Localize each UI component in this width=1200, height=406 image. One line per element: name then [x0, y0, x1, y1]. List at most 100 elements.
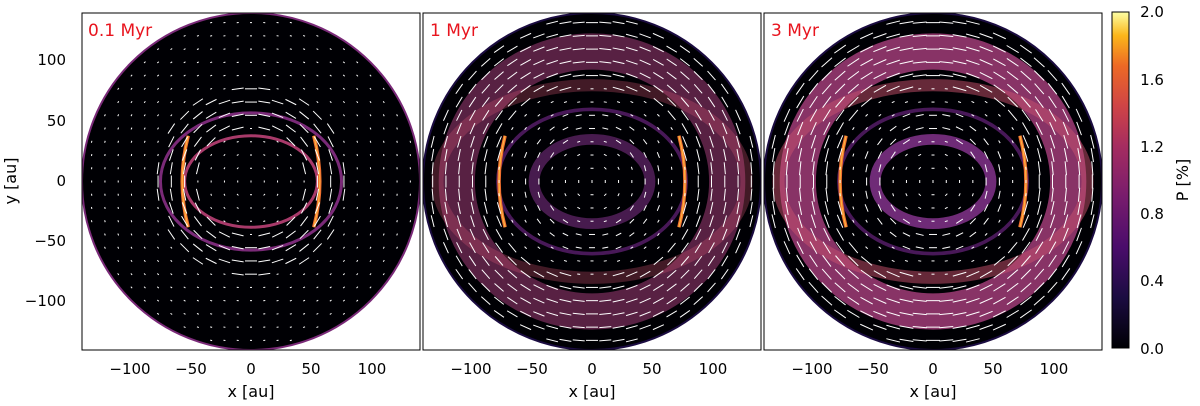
polarization-vector	[612, 73, 625, 78]
polarization-vector	[809, 95, 818, 109]
polarization-vector	[258, 246, 271, 250]
polarization-vector	[653, 283, 664, 292]
polarization-vector	[799, 187, 802, 202]
polarization-vector	[899, 271, 914, 277]
polarization-vector	[708, 122, 715, 135]
polarization-vector	[899, 298, 914, 303]
polarization-vector	[210, 87, 213, 90]
polarization-vector	[183, 48, 186, 51]
polarization-vector	[878, 127, 882, 130]
polarization-vector	[533, 46, 545, 52]
colorbar-tick-label: 0.4	[1140, 272, 1164, 290]
polarization-vector	[899, 338, 914, 343]
polarization-vector	[210, 61, 213, 64]
polarization-vector	[979, 72, 993, 80]
polarization-vector	[546, 73, 558, 79]
polarization-vector	[533, 72, 545, 79]
polarization-vector	[299, 243, 310, 252]
polarization-vector	[285, 111, 297, 119]
polarization-vector	[1062, 121, 1069, 136]
polarization-vector	[258, 113, 271, 117]
polarization-vector	[1075, 241, 1083, 255]
polarization-vector	[639, 311, 651, 317]
polarization-vector	[143, 259, 146, 263]
polarization-vector	[298, 98, 310, 106]
polarization-vector	[783, 241, 791, 255]
polarization-vector	[696, 149, 701, 161]
polarization-vector	[998, 127, 1001, 131]
polarization-vector	[653, 256, 664, 266]
polarization-vector	[602, 233, 609, 236]
polarization-vector	[979, 46, 993, 53]
polarization-vector	[656, 205, 660, 211]
polarization-vector	[536, 139, 542, 145]
polarization-vector	[984, 246, 988, 250]
polarization-vector	[170, 273, 173, 276]
x-tick-label: 100	[358, 360, 387, 378]
polarization-vector	[444, 188, 447, 201]
polarization-vector	[1006, 70, 1019, 81]
polarization-vector	[680, 97, 690, 107]
polarization-vector	[302, 273, 306, 276]
x-tick-label: −100	[450, 360, 491, 378]
polarization-vector	[993, 283, 1006, 292]
polarization-vector	[750, 188, 753, 201]
polarization-vector	[290, 193, 292, 196]
polarization-vector	[847, 296, 860, 305]
polarization-vector	[117, 127, 120, 130]
polarization-vector	[444, 149, 448, 162]
polarization-vector	[657, 127, 660, 131]
polarization-vector	[383, 140, 385, 143]
polarization-vector	[196, 48, 199, 50]
polarization-vector	[469, 122, 476, 135]
polarization-vector	[979, 84, 993, 93]
polarization-vector	[823, 135, 830, 149]
polarization-vector	[533, 270, 545, 278]
polarization-vector	[902, 218, 911, 224]
polarization-vector	[696, 162, 700, 175]
polarization-vector	[559, 47, 572, 51]
polarization-vector	[615, 219, 622, 224]
polarization-vector	[834, 70, 846, 81]
polarization-vector	[494, 256, 504, 266]
polarization-vector	[873, 72, 887, 80]
polarization-vector	[795, 82, 805, 95]
polarization-vector	[263, 154, 266, 156]
polarization-vector	[822, 96, 832, 108]
polarization-vector	[629, 218, 635, 224]
polarization-vector	[559, 338, 572, 342]
polarization-vector	[130, 273, 133, 276]
polarization-vector	[680, 256, 690, 266]
polarization-vector	[181, 202, 188, 214]
polarization-vector	[886, 85, 900, 93]
polarization-vector	[955, 139, 964, 145]
panel-0-x-ticks: −100 −50 0 50 100	[109, 360, 386, 378]
polarization-vector	[1077, 161, 1081, 176]
polarization-vector	[798, 148, 803, 162]
polarization-vector	[143, 246, 146, 249]
polarization-vector	[693, 269, 703, 280]
polarization-vector	[343, 140, 345, 143]
polarization-vector	[210, 193, 212, 196]
polarization-vector	[181, 215, 189, 227]
polarization-vector	[902, 113, 911, 118]
polarization-vector	[680, 283, 690, 292]
polarization-vector	[263, 167, 266, 170]
polarization-vector	[626, 284, 638, 290]
polarization-vector	[396, 220, 398, 223]
polarization-vector	[639, 46, 651, 52]
polarization-vector	[495, 110, 503, 121]
polarization-vector	[993, 58, 1006, 67]
polarization-vector	[984, 164, 988, 173]
polarization-vector	[983, 138, 989, 146]
polarization-vector	[1011, 153, 1014, 157]
polarization-vector	[156, 273, 160, 276]
polarization-vector	[873, 33, 887, 39]
polarization-vector	[342, 246, 345, 249]
polarization-vector	[966, 284, 980, 291]
polarization-vector	[1034, 255, 1044, 267]
polarization-vector	[642, 139, 648, 145]
polarization-vector	[156, 61, 160, 64]
polarization-vector	[886, 59, 900, 66]
polarization-vector	[656, 113, 660, 117]
